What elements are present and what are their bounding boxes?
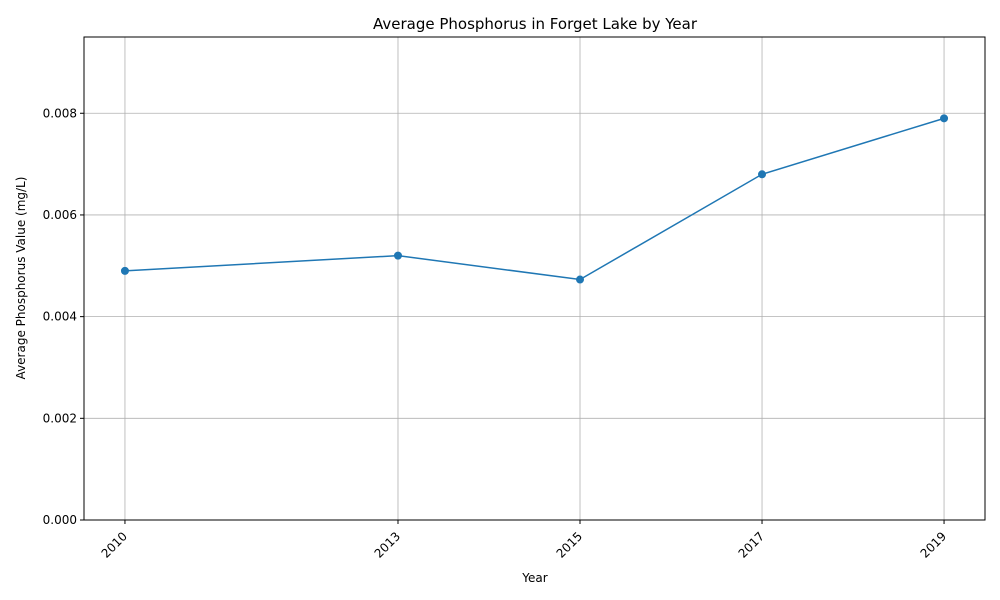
x-tick-label: 2017 bbox=[736, 529, 767, 560]
x-tick-label: 2010 bbox=[99, 529, 130, 560]
y-tick-label: 0.000 bbox=[43, 513, 77, 527]
data-point bbox=[758, 170, 767, 179]
grid-layer bbox=[84, 37, 985, 521]
plot-frame bbox=[83, 36, 986, 521]
chart-title: Average Phosphorus in Forget Lake by Yea… bbox=[373, 15, 698, 33]
x-tick-label: 2015 bbox=[554, 529, 585, 560]
y-tick-label: 0.002 bbox=[43, 411, 77, 425]
data-point bbox=[940, 114, 949, 123]
data-point bbox=[393, 251, 402, 260]
x-axis-label: Year bbox=[521, 571, 547, 585]
x-tick-label: 2019 bbox=[918, 529, 949, 560]
data-point bbox=[120, 266, 129, 275]
y-tick-label: 0.004 bbox=[43, 310, 77, 324]
y-axis-ticks: 0.000 0.002 0.004 0.006 0.008 bbox=[43, 106, 84, 527]
y-axis-label: Average Phosphorus Value (mg/L) bbox=[14, 177, 28, 380]
data-point bbox=[576, 275, 585, 284]
y-tick-label: 0.008 bbox=[43, 106, 77, 120]
series-layer bbox=[120, 114, 949, 284]
y-tick-label: 0.006 bbox=[43, 208, 77, 222]
series-line bbox=[124, 117, 945, 281]
x-tick-label: 2013 bbox=[372, 529, 403, 560]
x-axis-ticks: 2010 2013 2015 2017 2019 bbox=[99, 520, 949, 561]
